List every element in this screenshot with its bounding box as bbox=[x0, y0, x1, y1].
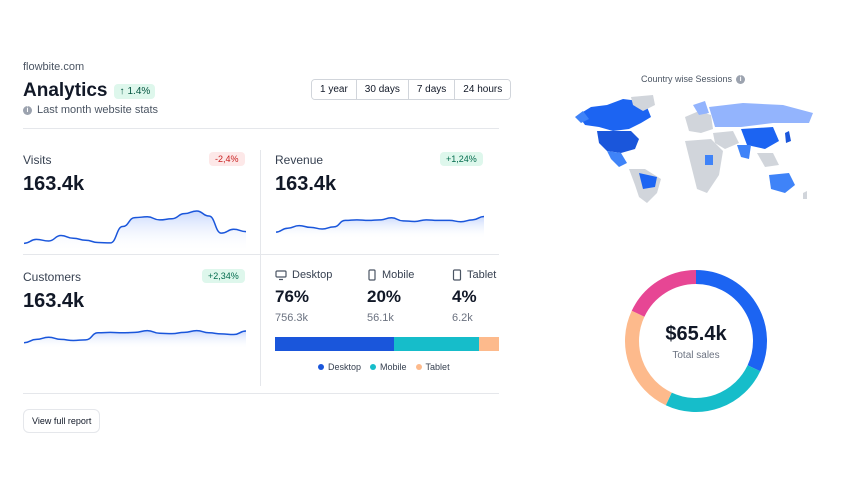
visits-label: Visits bbox=[23, 153, 52, 167]
map-region-scandinavia bbox=[693, 101, 709, 115]
visits-change-badge: -2,4% bbox=[209, 152, 245, 166]
info-icon: i bbox=[23, 105, 32, 115]
map-region-se-asia bbox=[757, 153, 779, 167]
tablet-label: Tablet bbox=[467, 269, 497, 281]
mobile-count: 56.1k bbox=[367, 312, 394, 324]
tablet-icon bbox=[452, 269, 462, 281]
map-region-usa bbox=[597, 131, 639, 153]
map-region-middle-east bbox=[713, 131, 739, 149]
customers-area bbox=[24, 330, 246, 348]
mobile-share-segment bbox=[393, 337, 479, 351]
period-30-days[interactable]: 30 days bbox=[356, 80, 409, 99]
map-title-text: Country wise Sessions bbox=[641, 74, 733, 84]
desktop-dot-icon bbox=[318, 364, 324, 370]
map-region-greenland bbox=[631, 95, 655, 111]
site-name: flowbite.com bbox=[23, 61, 85, 73]
title-row: Analytics ↑ 1.4% bbox=[23, 80, 156, 102]
customers-value: 163.4k bbox=[23, 290, 85, 312]
info-icon: i bbox=[736, 74, 746, 84]
legend-desktop-label: Desktop bbox=[328, 362, 362, 372]
column-divider bbox=[260, 150, 261, 386]
map-region-alaska bbox=[575, 111, 589, 123]
revenue-line bbox=[275, 215, 485, 233]
desktop-count: 756.3k bbox=[275, 312, 309, 324]
map-region-europe bbox=[685, 111, 713, 133]
map-region-new-zealand bbox=[803, 191, 807, 199]
desktop-icon bbox=[275, 270, 287, 281]
trend-badge: ↑ 1.4% bbox=[114, 83, 156, 99]
customers-change-badge: +2,34% bbox=[202, 269, 245, 283]
legend-tablet-label: Tablet bbox=[425, 362, 450, 372]
legend-mobile: Mobile bbox=[370, 362, 407, 372]
revenue-value: 163.4k bbox=[275, 173, 337, 195]
mobile-dot-icon bbox=[370, 364, 377, 370]
tablet-share-segment bbox=[478, 337, 499, 351]
period-7-days[interactable]: 7 days bbox=[408, 80, 456, 99]
sales-donut-chart bbox=[625, 270, 767, 412]
row-divider bbox=[23, 254, 499, 255]
tablet-header: Tablet bbox=[452, 269, 496, 281]
device-share-bar bbox=[275, 337, 499, 351]
mobile-label: Mobile bbox=[382, 269, 415, 281]
tablet-count: 6.2k bbox=[452, 312, 473, 324]
map-region-russia bbox=[709, 103, 813, 127]
legend-desktop: Desktop bbox=[318, 362, 361, 372]
header-divider bbox=[23, 128, 499, 129]
map-region-africa bbox=[685, 139, 723, 193]
legend-mobile-label: Mobile bbox=[380, 362, 407, 372]
mobile-percent: 20% bbox=[367, 287, 402, 306]
desktop-label: Desktop bbox=[292, 269, 333, 281]
donut-segment-4 bbox=[631, 270, 697, 317]
revenue-area bbox=[276, 216, 484, 238]
period-1-year[interactable]: 1 year bbox=[312, 80, 357, 99]
mobile-icon bbox=[368, 269, 376, 281]
total-sales-label: Total sales bbox=[672, 350, 720, 361]
map-region-china bbox=[741, 127, 779, 149]
desktop-share-segment bbox=[275, 337, 394, 351]
mobile-header: Mobile bbox=[367, 269, 414, 281]
footer-divider bbox=[23, 393, 499, 394]
total-sales-value: $65.4k bbox=[665, 323, 727, 345]
revenue-change-badge: +1,24% bbox=[440, 152, 483, 166]
subtitle-text: Last month website stats bbox=[37, 104, 159, 116]
visits-value: 163.4k bbox=[23, 173, 85, 195]
map-region-japan bbox=[785, 131, 791, 143]
legend-tablet: Tablet bbox=[415, 362, 450, 372]
trend-value: 1.4% bbox=[127, 85, 151, 97]
customers-sparkline bbox=[23, 329, 247, 348]
donut-segment-1 bbox=[695, 270, 767, 372]
desktop-header: Desktop bbox=[275, 269, 332, 281]
tablet-percent: 4% bbox=[452, 287, 477, 306]
map-region-india bbox=[737, 145, 751, 159]
view-full-report-button[interactable]: View full report bbox=[23, 409, 101, 433]
map-region-mexico bbox=[607, 151, 627, 167]
device-legend: Desktop Mobile Tablet bbox=[318, 362, 450, 372]
donut-segment-2 bbox=[665, 365, 761, 412]
revenue-sparkline bbox=[275, 215, 485, 238]
donut-segment-3 bbox=[625, 310, 672, 406]
map-region-brazil bbox=[639, 173, 657, 189]
page-title: Analytics bbox=[23, 80, 108, 101]
period-24-hours[interactable]: 24 hours bbox=[455, 80, 511, 99]
world-map bbox=[575, 95, 813, 203]
visits-line bbox=[23, 210, 247, 245]
desktop-percent: 76% bbox=[275, 287, 310, 306]
map-region-australia bbox=[769, 173, 795, 193]
arrow-up-icon: ↑ bbox=[119, 85, 125, 97]
customers-line bbox=[23, 329, 247, 344]
page-subtitle: i Last month website stats bbox=[23, 104, 158, 116]
map-title: Country wise Sessions i bbox=[641, 74, 746, 84]
visits-area bbox=[24, 210, 246, 250]
tablet-dot-icon bbox=[415, 364, 422, 370]
map-region-africa-highlight bbox=[705, 155, 713, 165]
period-selector: 1 year 30 days 7 days 24 hours bbox=[311, 79, 512, 100]
customers-label: Customers bbox=[23, 270, 82, 284]
revenue-label: Revenue bbox=[275, 153, 324, 167]
visits-sparkline bbox=[23, 210, 247, 250]
map-region-canada bbox=[578, 99, 651, 131]
